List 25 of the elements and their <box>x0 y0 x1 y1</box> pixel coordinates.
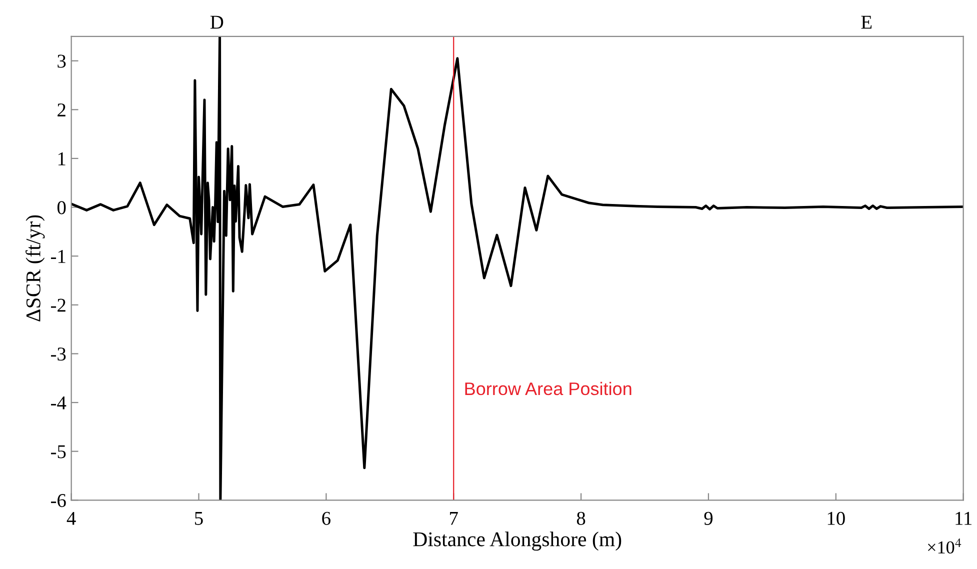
y-tick-label: -1 <box>50 250 66 263</box>
y-tick-label: -4 <box>50 396 66 410</box>
x-tick-label: 5 <box>195 512 203 525</box>
text: ×10$^{4}$ <box>928 538 962 554</box>
y-tick-label: -3 <box>50 348 66 361</box>
line-series <box>71 36 964 500</box>
x-tick-label: 10 <box>828 512 845 525</box>
x-tick-label: 11 <box>956 512 972 525</box>
y-tick-label: -6 <box>50 494 66 508</box>
x-axis-title: Distance Alongshore (m) <box>413 532 622 551</box>
y-tick-label: 2 <box>58 104 66 116</box>
text: D <box>210 16 224 29</box>
y-tick-label: -5 <box>50 445 66 458</box>
x-tick-label: 9 <box>704 512 713 525</box>
y-tick-label: 3 <box>58 54 66 68</box>
y-tick-label: 0 <box>57 201 66 214</box>
x-tick-label: 4 <box>66 512 76 525</box>
x-tick-label: 6 <box>322 512 330 525</box>
y-tick-label: -2 <box>50 298 66 312</box>
text: E <box>861 16 872 29</box>
x-tick-label: 8 <box>576 512 586 525</box>
ref-line-label: Borrow Area Position <box>465 382 632 396</box>
x-tick-label: 7 <box>450 512 458 525</box>
y-tick-label: 1 <box>58 152 66 166</box>
y-axis-title: ΔSCR (ft/yr) <box>26 215 45 322</box>
